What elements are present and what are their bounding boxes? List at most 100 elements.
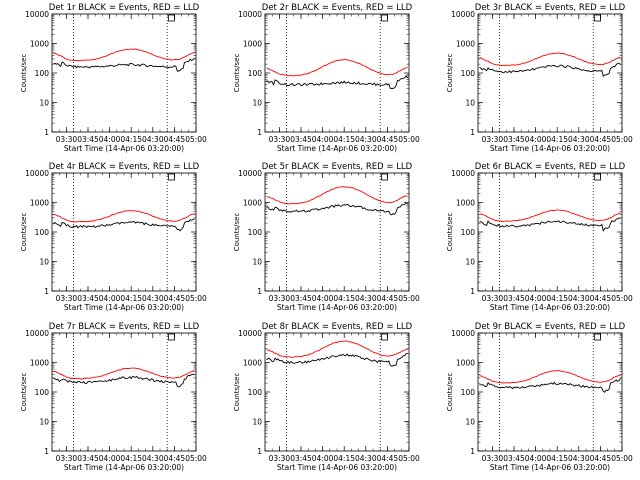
y-tick-label: 1000 xyxy=(30,199,49,208)
panel-title: Det 3r BLACK = Events, RED = LLD xyxy=(475,3,626,13)
panel-title: Det 1r BLACK = Events, RED = LLD xyxy=(49,3,200,13)
lld-series-line xyxy=(266,340,408,358)
x-tick-label: 03:30 xyxy=(56,294,78,303)
panel-title: Det 9r BLACK = Events, RED = LLD xyxy=(475,322,626,332)
lld-series-line xyxy=(266,186,408,205)
y-tick-label: 1000 xyxy=(243,359,262,368)
y-tick-label: 100 xyxy=(461,69,476,78)
y-axis-label: Counts/sec xyxy=(233,373,241,412)
x-tick-label: 03:45 xyxy=(503,294,525,303)
x-tick-label: 04:00 xyxy=(99,294,121,303)
x-tick-label: 03:45 xyxy=(290,294,312,303)
detector-panel: Det 6r BLACK = Events, RED = LLD 1 10 100 10… xyxy=(446,162,633,312)
lld-series-line xyxy=(479,52,621,67)
y-tick-label: 100 xyxy=(35,388,50,397)
x-tick-label: 03:45 xyxy=(503,454,525,463)
x-tick-label: 04:30 xyxy=(568,294,590,303)
y-tick-label: 1 xyxy=(257,447,262,456)
y-tick-label: 1 xyxy=(44,447,49,456)
x-tick-label: 04:15 xyxy=(333,135,355,144)
events-series-line xyxy=(266,202,408,216)
x-tick-label: 05:00 xyxy=(611,135,633,144)
x-tick-label: 04:00 xyxy=(312,454,334,463)
detector-panel: Det 3r BLACK = Events, RED = LLD 1 10 100 10… xyxy=(446,3,633,153)
plot-frame xyxy=(51,332,197,452)
x-tick-label: 04:45 xyxy=(590,454,612,463)
x-tick-label: 05:00 xyxy=(611,294,633,303)
y-axis-label: Counts/sec xyxy=(20,213,28,252)
events-series-line xyxy=(479,62,621,78)
y-tick-label: 10 xyxy=(252,99,262,108)
detector-panel: Det 1r BLACK = Events, RED = LLD 1 10 100 10… xyxy=(20,3,207,153)
y-tick-label: 10000 xyxy=(451,329,475,338)
y-tick-label: 1000 xyxy=(243,199,262,208)
y-tick-label: 10 xyxy=(465,258,475,267)
x-tick-label: 03:30 xyxy=(269,135,291,144)
x-tick-label: 04:00 xyxy=(99,135,121,144)
plot-frame xyxy=(477,332,623,452)
y-tick-label: 10000 xyxy=(451,10,475,19)
panel-title: Det 2r BLACK = Events, RED = LLD xyxy=(262,3,413,13)
y-tick-label: 1 xyxy=(470,447,475,456)
plot-frame xyxy=(51,172,197,292)
x-tick-label: 05:00 xyxy=(398,294,420,303)
x-tick-label: 04:00 xyxy=(99,454,121,463)
y-tick-label: 1 xyxy=(44,287,49,296)
x-axis-label: Start Time (14-Apr-06 03:20:00) xyxy=(64,303,184,312)
y-tick-label: 10000 xyxy=(25,329,49,338)
x-tick-label: 03:45 xyxy=(290,454,312,463)
panel-title: Det 4r BLACK = Events, RED = LLD xyxy=(49,162,200,172)
x-tick-label: 04:00 xyxy=(525,454,547,463)
x-tick-label: 04:15 xyxy=(546,454,568,463)
detector-panel: Det 4r BLACK = Events, RED = LLD 1 10 100 10… xyxy=(20,162,207,312)
y-tick-label: 1000 xyxy=(30,359,49,368)
x-axis-label: Start Time (14-Apr-06 03:20:00) xyxy=(64,144,184,153)
y-axis-label: Counts/sec xyxy=(20,54,28,93)
lld-series-line xyxy=(53,48,195,62)
y-axis-label: Counts/sec xyxy=(446,54,454,93)
x-tick-label: 04:45 xyxy=(164,294,186,303)
x-tick-label: 04:00 xyxy=(525,135,547,144)
x-tick-label: 05:00 xyxy=(611,454,633,463)
y-tick-label: 10 xyxy=(465,99,475,108)
y-tick-label: 1000 xyxy=(456,359,475,368)
plot-frame xyxy=(477,172,623,292)
detector-panel: Det 9r BLACK = Events, RED = LLD 1 10 100 10… xyxy=(446,322,633,472)
x-tick-label: 05:00 xyxy=(185,294,207,303)
y-tick-label: 10 xyxy=(39,418,49,427)
y-tick-label: 10 xyxy=(252,258,262,267)
y-tick-label: 1000 xyxy=(243,40,262,49)
x-axis-label: Start Time (14-Apr-06 03:20:00) xyxy=(64,463,184,472)
x-tick-label: 04:45 xyxy=(590,294,612,303)
y-tick-label: 1 xyxy=(470,128,475,137)
x-tick-label: 04:15 xyxy=(120,454,142,463)
x-tick-label: 03:30 xyxy=(269,294,291,303)
time-marker-box xyxy=(381,333,388,341)
x-tick-label: 04:30 xyxy=(355,135,377,144)
x-axis-label: Start Time (14-Apr-06 03:20:00) xyxy=(490,463,610,472)
events-series-line xyxy=(266,352,408,367)
y-tick-label: 1 xyxy=(257,128,262,137)
y-tick-label: 1 xyxy=(470,287,475,296)
x-tick-label: 04:45 xyxy=(377,454,399,463)
y-tick-label: 10000 xyxy=(451,169,475,178)
events-series-line xyxy=(266,75,408,89)
events-series-line xyxy=(479,217,621,232)
x-tick-label: 04:30 xyxy=(142,294,164,303)
y-tick-label: 100 xyxy=(461,388,476,397)
x-tick-label: 04:45 xyxy=(164,135,186,144)
x-tick-label: 04:30 xyxy=(355,454,377,463)
x-tick-label: 04:30 xyxy=(142,454,164,463)
y-tick-label: 1 xyxy=(257,287,262,296)
y-axis-label: Counts/sec xyxy=(446,213,454,252)
x-tick-label: 03:45 xyxy=(77,454,99,463)
panel-title: Det 6r BLACK = Events, RED = LLD xyxy=(475,162,626,172)
x-tick-label: 03:45 xyxy=(77,294,99,303)
x-tick-label: 04:45 xyxy=(377,135,399,144)
lld-series-line xyxy=(266,59,408,77)
detector-panel: Det 5r BLACK = Events, RED = LLD 1 10 100 10… xyxy=(233,162,420,312)
panel-title: Det 8r BLACK = Events, RED = LLD xyxy=(262,322,413,332)
x-tick-label: 03:45 xyxy=(503,135,525,144)
plot-frame xyxy=(264,13,410,133)
